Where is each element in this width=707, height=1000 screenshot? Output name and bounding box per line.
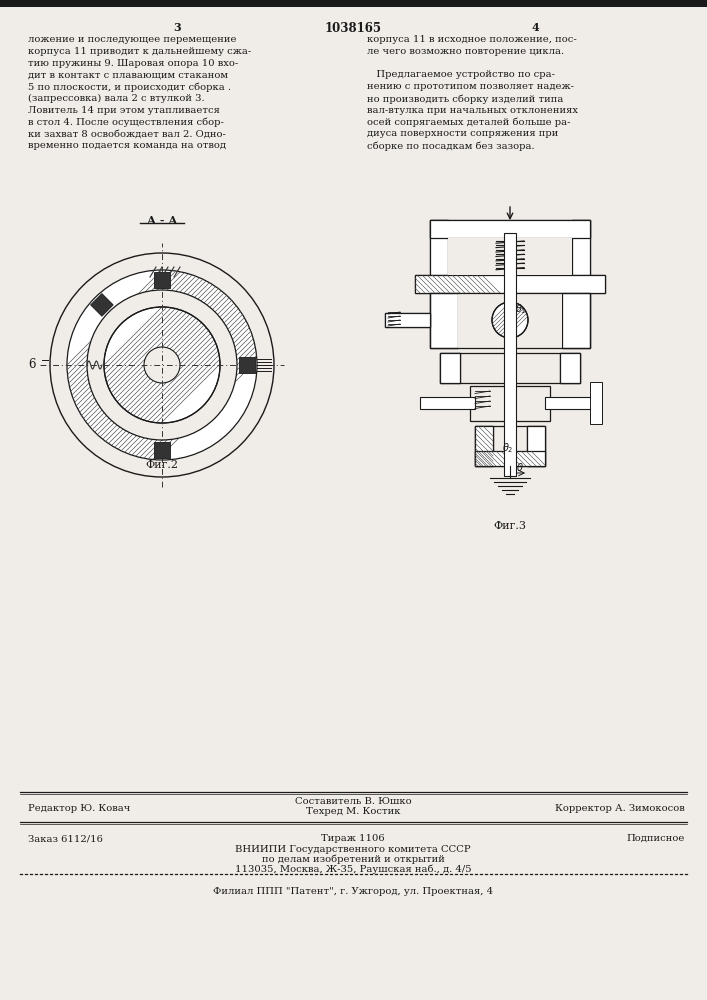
Text: 1038165: 1038165 — [325, 22, 382, 35]
Bar — [154, 272, 170, 288]
Circle shape — [144, 347, 180, 383]
Text: 3: 3 — [173, 22, 181, 33]
Text: корпуса 11 в исходное положение, пос-: корпуса 11 в исходное положение, пос- — [367, 35, 577, 44]
Text: ки захват 8 освобождает вал 2. Одно-: ки захват 8 освобождает вал 2. Одно- — [28, 129, 226, 138]
Text: Подписное: Подписное — [626, 834, 685, 843]
Bar — [440, 353, 580, 383]
Text: Фиг.3: Фиг.3 — [493, 521, 527, 531]
Text: тию пружины 9. Шаровая опора 10 вхо-: тию пружины 9. Шаровая опора 10 вхо- — [28, 59, 238, 68]
Bar — [440, 353, 460, 383]
Bar — [415, 275, 605, 293]
Bar — [504, 233, 516, 476]
Bar — [560, 353, 580, 383]
Text: дит в контакт с плавающим стаканом: дит в контакт с плавающим стаканом — [28, 70, 228, 79]
Bar — [154, 442, 170, 458]
Text: осей сопрягаемых деталей больше ра-: осей сопрягаемых деталей больше ра- — [367, 118, 571, 127]
Bar — [562, 293, 590, 348]
Bar — [430, 293, 458, 348]
Circle shape — [104, 307, 220, 423]
Text: Техред М. Костик: Техред М. Костик — [305, 807, 400, 816]
Bar — [385, 313, 430, 327]
Bar — [448, 238, 572, 275]
Text: ВНИИПИ Государственного комитета СССР: ВНИИПИ Государственного комитета СССР — [235, 845, 471, 854]
Bar — [0, 0, 707, 7]
Text: Предлагаемое устройство по сра-: Предлагаемое устройство по сра- — [367, 70, 555, 79]
Text: 4: 4 — [531, 22, 539, 33]
Text: Редактор Ю. Ковач: Редактор Ю. Ковач — [28, 804, 130, 813]
Text: $\theta_1$: $\theta_1$ — [515, 302, 527, 316]
Bar — [527, 426, 545, 466]
Text: но производить сборку изделий типа: но производить сборку изделий типа — [367, 94, 563, 104]
Text: в стол 4. После осуществления сбор-: в стол 4. После осуществления сбор- — [28, 118, 224, 127]
Bar — [430, 220, 448, 275]
Bar — [430, 220, 590, 238]
Text: по делам изобретений и открытий: по делам изобретений и открытий — [262, 855, 445, 864]
Bar — [430, 220, 590, 238]
Bar — [90, 294, 113, 316]
Bar — [572, 220, 590, 275]
Text: Корректор А. Зимокосов: Корректор А. Зимокосов — [555, 804, 685, 813]
Text: Тираж 1106: Тираж 1106 — [321, 834, 385, 843]
Text: 6: 6 — [28, 358, 35, 371]
Text: $\theta_2$: $\theta_2$ — [502, 441, 513, 455]
Text: Фиг.2: Фиг.2 — [146, 460, 178, 470]
Bar — [415, 275, 605, 293]
Text: временно подается команда на отвод: временно подается команда на отвод — [28, 141, 226, 150]
Text: Ловитель 14 при этом утапливается: Ловитель 14 при этом утапливается — [28, 106, 220, 115]
Bar — [475, 426, 545, 466]
Bar — [475, 426, 493, 466]
Text: А - А: А - А — [147, 215, 177, 226]
Bar — [572, 220, 590, 275]
Text: сборке по посадкам без зазора.: сборке по посадкам без зазора. — [367, 141, 534, 151]
Text: (запрессовка) вала 2 с втулкой 3.: (запрессовка) вала 2 с втулкой 3. — [28, 94, 204, 103]
Circle shape — [87, 290, 237, 440]
Bar — [562, 293, 590, 348]
Bar — [475, 451, 545, 466]
Text: 5 по плоскости, и происходит сборка .: 5 по плоскости, и происходит сборка . — [28, 82, 231, 92]
Bar — [430, 293, 458, 348]
Text: корпуса 11 приводит к дальнейшему сжа-: корпуса 11 приводит к дальнейшему сжа- — [28, 47, 251, 56]
Bar — [470, 386, 550, 421]
Text: вал-втулка при начальных отклонениях: вал-втулка при начальных отклонениях — [367, 106, 578, 115]
Bar — [440, 353, 460, 383]
Bar — [239, 357, 255, 373]
Bar — [430, 293, 590, 348]
Text: ле чего возможно повторение цикла.: ле чего возможно повторение цикла. — [367, 47, 564, 56]
Circle shape — [67, 270, 257, 460]
Bar — [545, 397, 595, 409]
Bar — [420, 397, 475, 409]
Bar — [385, 313, 430, 327]
Bar — [560, 353, 580, 383]
Text: Составитель В. Юшко: Составитель В. Юшко — [295, 797, 411, 806]
Text: Филиал ППП "Патент", г. Ужгород, ул. Проектная, 4: Филиал ППП "Патент", г. Ужгород, ул. Про… — [213, 887, 493, 896]
Text: $\theta$: $\theta$ — [516, 461, 524, 473]
Bar — [527, 426, 545, 466]
Circle shape — [492, 302, 528, 338]
Bar — [458, 293, 562, 348]
Text: Заказ 6112/16: Заказ 6112/16 — [28, 834, 103, 843]
Text: нению с прототипом позволяет надеж-: нению с прототипом позволяет надеж- — [367, 82, 574, 91]
Bar — [475, 426, 493, 466]
Bar — [590, 382, 602, 424]
Text: ложение и последующее перемещение: ложение и последующее перемещение — [28, 35, 237, 44]
Text: диуса поверхности сопряжения при: диуса поверхности сопряжения при — [367, 129, 559, 138]
Bar — [430, 220, 448, 275]
Text: 113035, Москва, Ж-35, Раушская наб., д. 4/5: 113035, Москва, Ж-35, Раушская наб., д. … — [235, 865, 472, 874]
